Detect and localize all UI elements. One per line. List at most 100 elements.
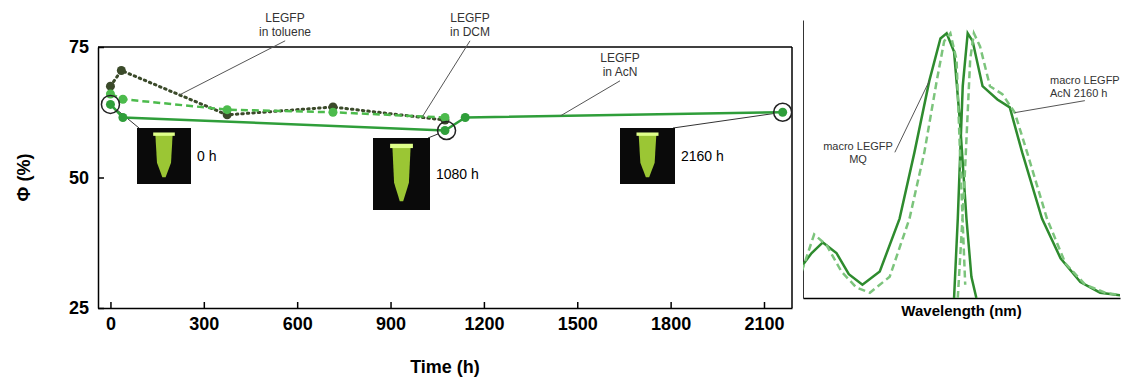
photo-tube-cap [637,132,659,135]
data-point [117,66,126,75]
chart-time: 0 300 600 900 1200 1500 1800 2100 25 50 75 Time (h)… [14,11,793,377]
data-point [106,89,115,98]
insets: 0 h 1080 h 2160 h [117,110,773,210]
leader-line [423,41,470,117]
tick-mark [204,302,206,308]
annotation-line: MQ [849,153,867,165]
tick-label: 600 [283,314,313,334]
y-axis-title: Φ (%) [14,154,34,202]
photo [620,128,675,184]
frame [791,47,793,308]
connector [428,134,438,138]
highlight-circle [101,95,119,113]
tick-mark [484,302,486,308]
axis [804,298,1121,299]
annotations: LEGFPin tolueneLEGFPin DCMLEGFPin AcN [180,11,640,116]
annotation-line: macro LEGFP [823,140,893,152]
tick-label: 25 [69,298,89,318]
chart-spectra: Wavelength (nm)macro LEGFPMQmacro LEGFPA… [802,21,1121,320]
annotation-line: LEGFP [265,11,304,25]
plot-area [101,66,791,140]
annotation-line: macro LEGFP [1050,74,1120,86]
tick-mark [764,302,766,308]
photo-tube [392,147,410,202]
tick-label: 75 [69,37,89,57]
annotation-line: AcN 2160 h [1050,87,1107,99]
tick: 1800 [651,302,691,334]
figure: 0 300 600 900 1200 1500 1800 2100 25 50 75 Time (h)… [0,0,1127,385]
data-point [106,100,115,109]
tick: 900 [376,302,406,334]
data-point [441,126,450,135]
tick-label: 300 [189,314,219,334]
tick-mark [98,308,104,310]
inset-label: 0 h [197,148,216,164]
annotation: LEGFPin toluene [259,11,311,39]
data-point [441,113,450,122]
annotation: macro LEGFPAcN 2160 h [1050,74,1120,99]
photo [137,128,191,184]
tick-mark [390,302,392,308]
data-point [328,108,337,117]
plot-area [803,33,1120,298]
frame [98,46,792,48]
tick-label: 2100 [744,314,784,334]
photo [373,138,430,210]
tick-label: 1200 [464,314,504,334]
highlight-circle [774,103,792,121]
annotation-line: in toluene [259,25,311,39]
x-axis-title: Time (h) [410,357,480,377]
data-point [118,113,127,122]
tick-mark [577,302,579,308]
annotation: LEGFPin DCM [450,11,490,39]
annotations: macro LEGFPMQmacro LEGFPAcN 2160 h [823,74,1120,165]
data-point [461,113,470,122]
annotation: LEGFPin AcN [600,51,639,79]
data-point [778,108,787,117]
tick: 1200 [464,302,504,334]
photo-tube-cap [390,144,413,148]
connector [673,114,774,128]
annotation-line: LEGFP [600,51,639,65]
tick-mark [297,302,299,308]
data-point [223,105,232,114]
inset-label: 2160 h [681,148,724,164]
annotation: macro LEGFPMQ [823,140,893,165]
tick: 600 [283,302,313,334]
leader-line [180,41,286,95]
photo-tube-cap [153,132,175,135]
tick-label: 50 [69,168,89,188]
data-point [106,82,115,91]
tick: 0 [106,302,116,334]
series-line [803,33,1120,298]
photo-tube [639,135,657,178]
axis-line [804,298,1121,300]
x-axis-title: Wavelength (nm) [901,302,1021,319]
annotation-line: LEGFP [450,11,489,25]
series-line [803,33,1120,298]
series-line [110,94,445,117]
leader-line [895,81,929,152]
series-line [110,70,445,120]
photo-tube [155,135,172,178]
axis: 0 300 600 900 1200 1500 1800 2100 [99,302,793,334]
tick: 2100 [744,302,784,334]
annotation-line: in DCM [450,25,490,39]
tick: 300 [189,302,219,334]
tick-mark [110,302,112,308]
annotation-line: in AcN [603,65,638,79]
leader-line [560,81,620,116]
tick: 1500 [558,302,598,334]
axis-line [99,308,793,310]
inset-label: 1080 h [436,166,479,182]
axis: 25 50 75 [69,37,104,318]
axis-line [803,21,804,299]
tick-label: 1500 [558,314,598,334]
tick-label: 1800 [651,314,691,334]
highlight-circle [438,122,456,140]
tick-mark [670,302,672,308]
tick-mark [98,177,104,179]
tick-label: 0 [106,314,116,334]
axis [803,21,804,299]
leader-line [1015,101,1085,113]
